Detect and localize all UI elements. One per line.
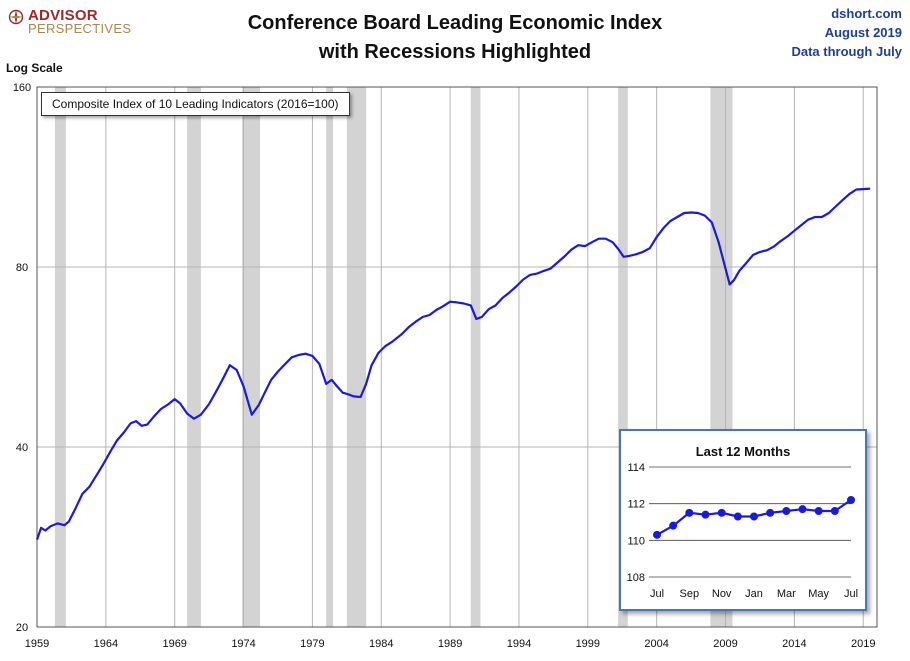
inset-data-point [669, 521, 678, 530]
x-tick-label: 2009 [713, 638, 737, 650]
inset-chart: 108 110 112 114 Jul Sep Nov Jan Mar May Jul [627, 462, 858, 600]
x-tick-label: 2019 [851, 638, 875, 650]
recession-band [346, 87, 367, 627]
inset-data-point [717, 508, 726, 517]
x-tick-label: 2004 [644, 638, 668, 650]
inset-data-point [750, 512, 758, 521]
inset-x-tick-label: Jul [844, 588, 858, 600]
inset-x-tick-label: Mar [777, 588, 796, 600]
inset-data-point [798, 505, 807, 514]
y-tick-label: 160 [13, 82, 31, 94]
chart-title-line2: with Recessions Highlighted [318, 41, 592, 63]
inset-x-tick-label: Jul [650, 588, 664, 600]
x-tick-label: 1984 [369, 638, 393, 650]
inset-data-point [653, 530, 661, 539]
x-tick-label: 1964 [94, 638, 118, 650]
advisor-perspectives-logo: ADVISOR PERSPECTIVES [8, 6, 148, 36]
recession-band [242, 87, 261, 627]
inset-y-tick-label: 108 [627, 572, 645, 584]
x-tick-label: 1969 [162, 638, 186, 650]
inset-data-point [847, 496, 855, 504]
x-tick-label: 1959 [25, 638, 49, 650]
chart-title-line1: Conference Board Leading Economic Index [247, 12, 663, 34]
x-tick-label: 2014 [782, 638, 806, 650]
x-tick-label: 1989 [438, 638, 462, 650]
recession-band [470, 87, 481, 627]
inset-data-point [814, 507, 823, 515]
source-site: dshort.com [831, 6, 902, 21]
y-tick-label: 40 [16, 442, 28, 454]
x-tick-label: 1979 [300, 638, 324, 650]
inset-x-tick-label: Nov [712, 588, 732, 600]
x-tick-label: 1999 [576, 638, 600, 650]
compass-icon [8, 9, 24, 25]
logo-text-line1: ADVISOR [28, 7, 98, 24]
y-axis-label: Log Scale [6, 61, 63, 75]
data-through: Data through July [791, 44, 902, 59]
inset-x-tick-label: Jan [745, 588, 763, 600]
publish-date: August 2019 [824, 25, 902, 40]
y-tick-label: 80 [16, 262, 28, 274]
plot-frame [36, 86, 878, 628]
inset-data-point [701, 510, 710, 519]
logo-text-line2: PERSPECTIVES [28, 21, 132, 36]
inset-x-tick-label: May [808, 588, 829, 600]
inset-y-tick-label: 112 [627, 499, 645, 511]
legend-box: Composite Index of 10 Leading Indicators… [41, 92, 350, 116]
legend-label: Composite Index of 10 Leading Indicators… [52, 97, 339, 111]
recession-band [618, 87, 628, 627]
inset-data-point [766, 508, 775, 517]
inset-data-point [782, 507, 791, 515]
inset-title: Last 12 Months [695, 444, 791, 459]
inset-y-tick-label: 114 [627, 462, 645, 474]
y-tick-label: 20 [16, 622, 28, 634]
inset-data-point [733, 512, 742, 521]
inset-y-tick-label: 110 [627, 535, 645, 547]
x-tick-label: 1994 [507, 638, 531, 650]
recession-band [326, 87, 334, 627]
lei-series-line [35, 187, 871, 540]
inset-data-point [685, 508, 694, 517]
recession-band [187, 87, 201, 627]
inset-last-12-months: Last 12 Months 108 110 112 114 Jul Sep Nov Jan M… [619, 429, 867, 611]
x-tick-label: 1974 [231, 638, 255, 650]
inset-data-point [830, 507, 839, 515]
inset-x-tick-label: Sep [680, 588, 700, 600]
recession-band [54, 87, 66, 627]
